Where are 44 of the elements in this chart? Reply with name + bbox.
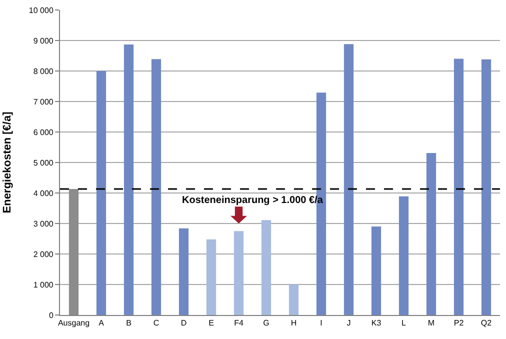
x-tick-label: G: [263, 318, 270, 328]
bar: [288, 284, 299, 315]
y-tick-label: 2 000: [33, 250, 54, 259]
x-tick-label: J: [346, 318, 351, 328]
ref-line-label: Kosteneinsparung > 1.000 €/a: [182, 195, 324, 206]
x-tick-label: C: [153, 318, 160, 328]
x-tick-label: D: [180, 318, 187, 328]
y-tick-label: 5 000: [33, 158, 54, 168]
y-axis-title: Energiekosten [€/a]: [2, 111, 14, 214]
bar: [124, 44, 134, 315]
x-tick-label: E: [208, 318, 214, 328]
bar: [454, 58, 464, 315]
x-tick-label: A: [98, 318, 105, 328]
bar: [178, 228, 189, 315]
y-tick-label: 9 000: [33, 36, 54, 46]
x-tick-label: H: [290, 318, 297, 328]
bar: [344, 44, 354, 315]
x-tick-label: K3: [371, 318, 382, 328]
x-tick-label: F4: [234, 318, 244, 328]
y-tick-label: 6 000: [33, 128, 54, 137]
x-tick-label: M: [428, 318, 435, 328]
y-tick-label: 7 000: [33, 97, 54, 106]
bar: [68, 189, 79, 315]
bar: [234, 231, 244, 315]
bar: [398, 196, 409, 315]
y-tick-label: 0: [48, 310, 54, 320]
bar: [151, 59, 162, 315]
bar: [371, 226, 382, 315]
bar: [426, 153, 436, 315]
bar: [261, 220, 272, 315]
y-tick-label: 1 000: [33, 280, 54, 290]
x-tick-label: Ausgang: [58, 318, 90, 328]
x-tick-label: P2: [454, 318, 464, 328]
x-tick-label: L: [402, 318, 407, 328]
bar: [481, 59, 492, 315]
bar: [96, 71, 106, 315]
y-tick-label: 8 000: [33, 66, 54, 76]
x-tick-label: B: [126, 318, 132, 328]
y-tick-label: 3 000: [33, 219, 54, 228]
bar: [206, 239, 216, 315]
y-tick-label: 4 000: [33, 188, 54, 198]
x-tick-label: I: [320, 318, 322, 328]
y-tick-label: 10 000: [28, 6, 54, 15]
x-tick-label: Q2: [480, 318, 492, 328]
